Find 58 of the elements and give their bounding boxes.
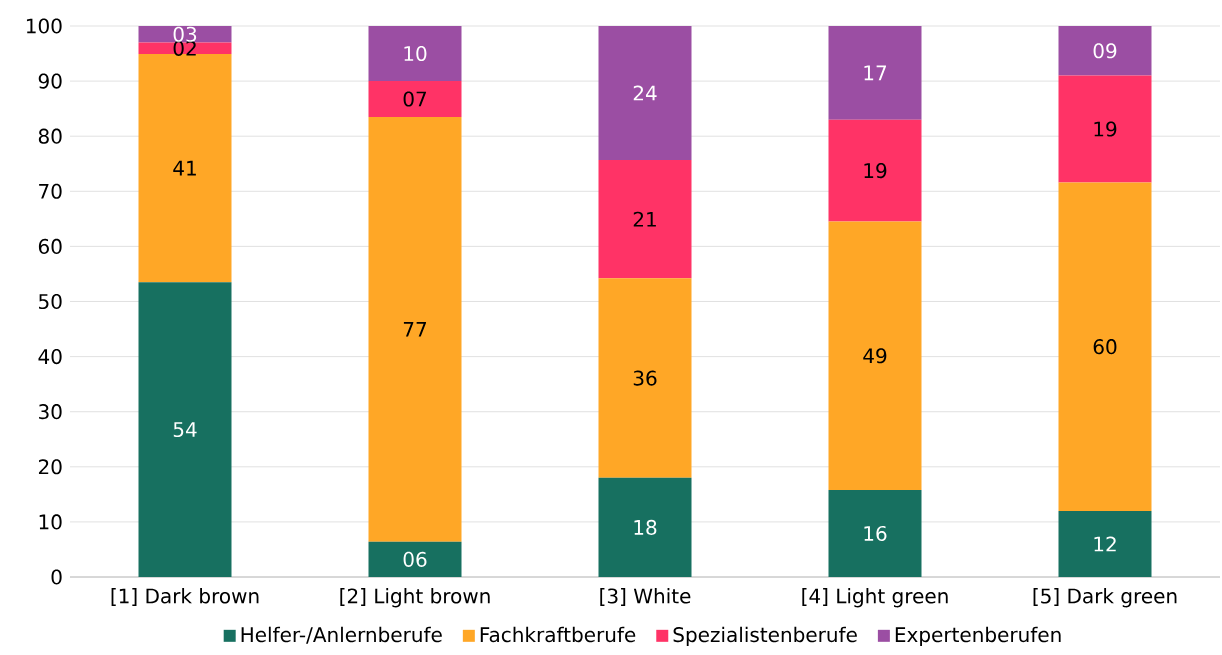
bar	[828, 221, 922, 490]
bar	[368, 26, 462, 82]
data-label: 36	[633, 370, 657, 386]
data-label: 77	[403, 322, 427, 337]
bar	[138, 282, 232, 577]
bar	[598, 278, 692, 478]
bar	[1058, 510, 1152, 577]
bar	[368, 81, 462, 117]
data-label: 17	[864, 65, 887, 81]
data-label: 24	[633, 85, 657, 101]
bar	[598, 26, 692, 160]
y-tick-label: 40	[38, 349, 62, 365]
x-tick-label: [2] Light brown	[340, 588, 490, 608]
bar	[368, 541, 462, 577]
legend-label: Spezialistenberufe	[673, 626, 857, 647]
data-label: 12	[1094, 536, 1116, 552]
bar	[598, 159, 692, 279]
data-label: 02	[173, 40, 196, 56]
y-tick-label: 10	[39, 514, 62, 530]
bar	[138, 54, 232, 283]
bar	[1058, 182, 1152, 511]
x-tick-label: [5] Dark green	[1033, 588, 1177, 608]
bar	[828, 489, 922, 577]
legend-label: Fachkraftberufe	[480, 626, 636, 643]
data-label: 54	[173, 422, 197, 438]
bar	[598, 477, 692, 577]
y-tick-label: 90	[38, 73, 62, 89]
data-label: 21	[633, 211, 656, 227]
legend-label: Helfer-/Anlernberufe	[241, 626, 442, 644]
bar	[828, 119, 922, 222]
data-label: 10	[404, 45, 427, 62]
y-tick-label: 70	[39, 183, 62, 199]
y-tick-label: 0	[51, 569, 62, 585]
data-label: 06	[403, 551, 427, 567]
bar	[1058, 26, 1152, 76]
legend-label: Expertenberufen	[895, 626, 1061, 647]
data-label: 07	[403, 91, 427, 107]
y-tick-label: 30	[39, 404, 62, 420]
y-tick-label: 20	[38, 459, 62, 475]
data-label: 41	[173, 160, 196, 176]
data-label: 49	[863, 348, 887, 364]
bar	[828, 26, 922, 120]
y-tick-label: 50	[39, 293, 62, 310]
x-tick-label: [3] White	[600, 588, 691, 606]
bar	[368, 116, 462, 542]
data-label: 60	[1093, 339, 1117, 355]
x-tick-label: [4] Light green	[802, 588, 948, 608]
data-label: 18	[634, 519, 657, 535]
data-label: 16	[864, 525, 887, 542]
data-label: 03	[173, 26, 197, 42]
y-tick-label: 60	[38, 238, 62, 254]
y-tick-label: 80	[38, 128, 62, 144]
bar	[1058, 75, 1152, 183]
data-label: 09	[1093, 43, 1117, 59]
data-label: 19	[1094, 121, 1117, 137]
data-label: 19	[864, 163, 887, 179]
x-tick-label: [1] Dark brown	[111, 588, 259, 606]
y-tick-label: 100	[26, 18, 62, 34]
